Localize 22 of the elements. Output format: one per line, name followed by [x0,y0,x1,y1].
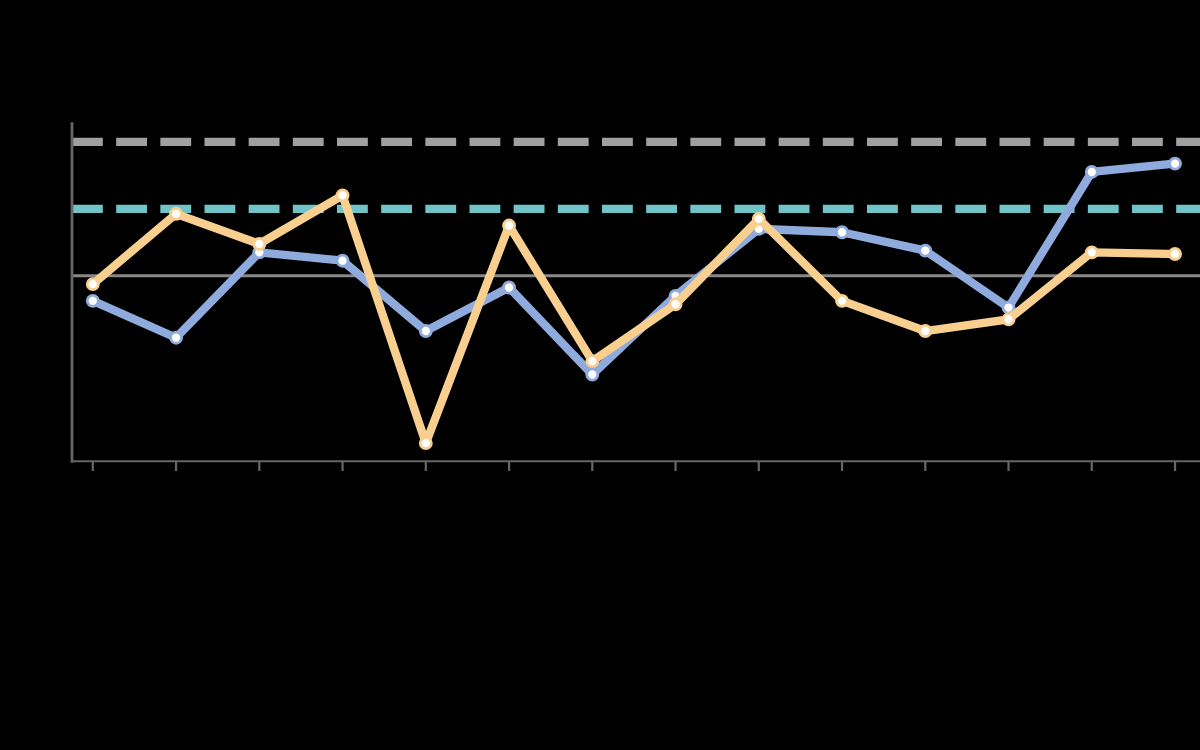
point [335,188,350,203]
point [85,293,100,308]
point [252,237,267,251]
point [835,293,849,308]
point [169,330,183,345]
point [502,280,516,295]
point [668,297,683,312]
point [585,367,600,382]
point [169,206,183,221]
point [418,324,433,338]
point [918,243,933,258]
point [835,225,849,240]
point [918,324,933,338]
point [751,211,766,226]
point [585,354,600,369]
point [335,253,350,268]
point [1168,247,1182,261]
point [1084,245,1099,260]
point [1168,156,1182,171]
point [1084,165,1099,179]
point [1001,312,1016,327]
point [85,277,100,292]
